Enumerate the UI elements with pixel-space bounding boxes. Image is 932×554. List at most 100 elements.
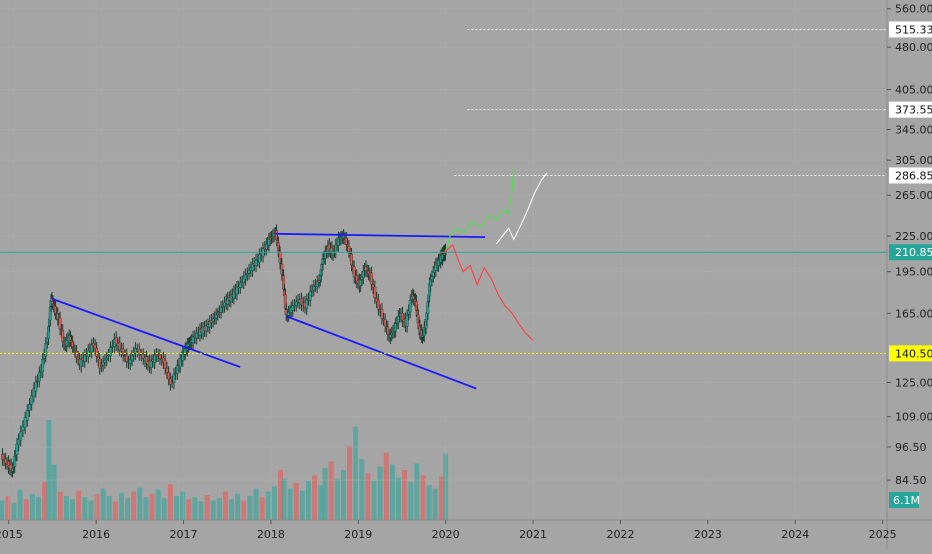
volume-bar — [278, 470, 284, 520]
volume-bar — [328, 461, 334, 520]
projection-base-path — [495, 172, 548, 245]
volume-bar — [0, 500, 5, 520]
volume-bar — [149, 493, 155, 520]
candle-body — [137, 349, 141, 355]
candle-body — [242, 276, 246, 284]
candle-body — [109, 347, 112, 357]
price-tick-label: 560.00 — [895, 3, 932, 16]
candle-body — [25, 410, 29, 421]
volume-bar — [94, 493, 100, 520]
volume-bar — [204, 495, 210, 520]
projection-bear-path — [445, 244, 534, 341]
candle-body — [244, 274, 247, 280]
volume-bar — [210, 500, 216, 520]
volume-bar — [125, 498, 131, 520]
volume-bar — [51, 464, 57, 520]
volume-bar — [432, 488, 438, 520]
volume-bar — [318, 485, 324, 520]
volume-bar — [347, 446, 353, 520]
volume-bar — [222, 491, 228, 520]
candle-body — [37, 372, 41, 382]
candle-body — [195, 332, 199, 339]
volume-bar — [42, 481, 48, 520]
candle-body — [103, 360, 107, 363]
volume-label: 6.1M — [893, 494, 920, 507]
volume-bar — [353, 426, 359, 520]
volume-bar — [17, 489, 23, 520]
volume-bar — [112, 501, 118, 520]
time-tick-label: 2015 — [0, 528, 23, 541]
candle-body — [247, 270, 251, 274]
candle-body — [1, 454, 4, 460]
price-label-373.55-badge — [889, 101, 932, 118]
volume-bar — [420, 475, 426, 520]
candle-body — [163, 359, 167, 369]
volume-bar — [438, 476, 444, 520]
volume-bar — [70, 499, 76, 520]
volume-bars — [0, 420, 449, 520]
projection-bull-path — [445, 164, 515, 251]
volume-bar — [63, 496, 69, 520]
candle-body — [90, 344, 94, 353]
time-tick-label: 2017 — [170, 528, 198, 541]
price-label-515.33-badge — [889, 21, 932, 38]
time-tick-label: 2016 — [82, 528, 110, 541]
volume-bar — [371, 480, 377, 520]
price-tick-label: 480.00 — [895, 41, 932, 54]
volume-bar — [340, 470, 346, 520]
drawings — [0, 28, 887, 390]
candle-body — [408, 300, 412, 313]
candle-body — [61, 330, 65, 342]
candle-body — [149, 360, 153, 368]
volume-bar — [82, 497, 88, 520]
candle-body — [158, 354, 162, 359]
candle-body — [23, 417, 27, 428]
candle-body — [291, 305, 295, 311]
volume-bar — [100, 488, 106, 520]
time-tick-label: 2025 — [869, 528, 897, 541]
volume-bar — [23, 499, 29, 520]
volume-bar — [106, 496, 112, 520]
candle-body — [19, 431, 23, 441]
volume-bar — [35, 497, 41, 520]
volume-bar — [299, 490, 305, 520]
price-label-286.85: 286.85 — [895, 169, 932, 182]
candle-body — [238, 282, 242, 288]
volume-bar — [29, 493, 35, 520]
price-tick-label: 109.00 — [895, 411, 932, 424]
time-tick-label: 2024 — [781, 528, 809, 541]
candle-body — [32, 388, 36, 397]
candle-body — [350, 253, 353, 266]
candle-body — [258, 254, 261, 263]
volume-bar — [402, 470, 408, 520]
candle-body — [75, 351, 78, 358]
candle-body — [83, 354, 87, 362]
volume-bar — [155, 489, 161, 520]
volume-bar — [359, 459, 365, 520]
price-tick-label: 96.50 — [895, 441, 927, 454]
candle-body — [128, 359, 132, 364]
candle-body — [28, 404, 31, 411]
candle-body — [48, 306, 52, 321]
candle-body — [167, 372, 171, 380]
candle-body — [175, 365, 179, 374]
volume-bar — [229, 499, 235, 520]
volume-bar — [408, 481, 414, 520]
volume-bar — [167, 484, 173, 520]
candle-body — [98, 358, 102, 369]
candle-body — [405, 315, 409, 327]
candle-body — [105, 357, 109, 361]
volume-bar — [271, 486, 277, 520]
candle-body — [17, 439, 20, 446]
volume-bar — [131, 491, 137, 520]
candle-body — [165, 368, 169, 373]
candle-body — [172, 374, 176, 383]
volume-bar — [377, 466, 383, 520]
candle-body — [426, 301, 430, 314]
volume-bar — [312, 475, 318, 520]
candle-body — [34, 381, 38, 392]
candle-body — [191, 336, 195, 344]
candle-body — [208, 321, 212, 328]
